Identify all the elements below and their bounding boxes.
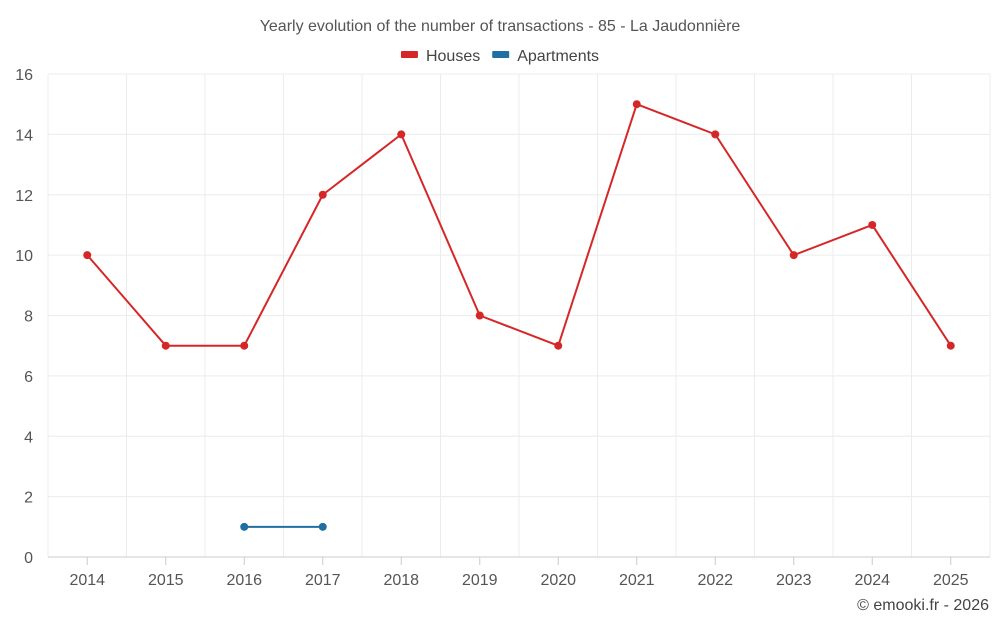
x-tick-label: 2023 bbox=[776, 572, 812, 589]
x-tick-label: 2016 bbox=[226, 572, 262, 589]
data-point[interactable] bbox=[161, 341, 170, 350]
x-tick-label: 2019 bbox=[462, 572, 498, 589]
y-tick-label: 10 bbox=[15, 248, 33, 265]
y-tick-label: 14 bbox=[15, 127, 33, 144]
x-tick-label: 2024 bbox=[854, 572, 890, 589]
data-point[interactable] bbox=[318, 522, 327, 531]
x-tick-label: 2017 bbox=[305, 572, 341, 589]
legend-label: Houses bbox=[426, 48, 480, 65]
series-houses bbox=[83, 100, 955, 350]
series-line bbox=[86, 103, 952, 347]
data-point[interactable] bbox=[554, 341, 563, 350]
y-axis: 0 2 4 6 8 10 12 14 16 bbox=[15, 67, 33, 567]
legend-item-apartments[interactable]: Apartments bbox=[492, 48, 599, 65]
y-tick-label: 16 bbox=[15, 67, 33, 84]
data-point[interactable] bbox=[946, 341, 955, 350]
data-point[interactable] bbox=[240, 522, 249, 531]
data-point[interactable] bbox=[318, 190, 327, 199]
x-axis: 2014 2015 2016 2017 2018 2019 2020 2021 2022 2023… bbox=[48, 556, 990, 589]
legend-label: Apartments bbox=[517, 48, 599, 65]
x-tick-label: 2018 bbox=[383, 572, 419, 589]
x-tick-label: 2020 bbox=[540, 572, 576, 589]
x-tick-label: 2014 bbox=[69, 572, 105, 589]
data-point[interactable] bbox=[632, 100, 641, 109]
legend-swatch bbox=[400, 51, 418, 58]
legend-item-houses[interactable]: Houses bbox=[400, 48, 480, 65]
data-point[interactable] bbox=[789, 251, 798, 260]
y-tick-label: 12 bbox=[15, 188, 33, 205]
x-tick-label: 2021 bbox=[619, 572, 655, 589]
y-tick-label: 0 bbox=[24, 550, 33, 567]
series-apartments bbox=[240, 522, 327, 531]
data-point[interactable] bbox=[397, 130, 406, 139]
legend: Houses Apartments bbox=[400, 48, 599, 65]
gridlines bbox=[47, 73, 991, 557]
data-point[interactable] bbox=[240, 341, 249, 350]
y-tick-label: 6 bbox=[24, 369, 33, 386]
x-tick-label: 2022 bbox=[697, 572, 733, 589]
chart-title: Yearly evolution of the number of transa… bbox=[260, 18, 741, 35]
legend-swatch bbox=[492, 51, 510, 58]
data-point[interactable] bbox=[83, 251, 92, 260]
data-point[interactable] bbox=[475, 311, 484, 320]
y-tick-label: 8 bbox=[24, 309, 33, 326]
series-layer bbox=[83, 100, 955, 531]
data-point[interactable] bbox=[868, 220, 877, 229]
y-tick-label: 4 bbox=[24, 429, 33, 446]
x-tick-label: 2025 bbox=[933, 572, 969, 589]
y-tick-label: 2 bbox=[24, 490, 33, 507]
credit-text: © emooki.fr - 2026 bbox=[857, 597, 989, 614]
data-point[interactable] bbox=[711, 130, 720, 139]
x-tick-label: 2015 bbox=[148, 572, 184, 589]
